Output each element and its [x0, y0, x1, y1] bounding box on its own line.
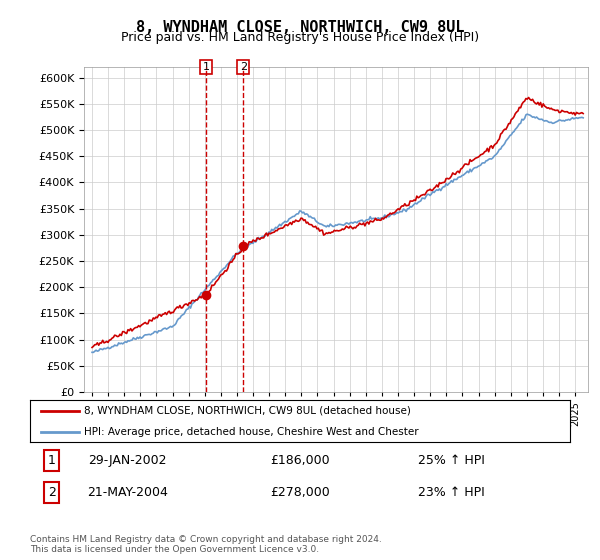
Text: 2: 2 [47, 486, 56, 499]
Text: 23% ↑ HPI: 23% ↑ HPI [418, 486, 485, 499]
Text: £186,000: £186,000 [270, 454, 330, 467]
Text: Contains HM Land Registry data © Crown copyright and database right 2024.
This d: Contains HM Land Registry data © Crown c… [30, 535, 382, 554]
Text: 1: 1 [47, 454, 56, 467]
Text: 25% ↑ HPI: 25% ↑ HPI [418, 454, 485, 467]
Text: 2: 2 [239, 62, 247, 72]
Text: 1: 1 [203, 62, 209, 72]
Text: 21-MAY-2004: 21-MAY-2004 [87, 486, 167, 499]
Text: 29-JAN-2002: 29-JAN-2002 [88, 454, 166, 467]
Text: £278,000: £278,000 [270, 486, 330, 499]
Text: 8, WYNDHAM CLOSE, NORTHWICH, CW9 8UL (detached house): 8, WYNDHAM CLOSE, NORTHWICH, CW9 8UL (de… [84, 406, 411, 416]
Text: HPI: Average price, detached house, Cheshire West and Chester: HPI: Average price, detached house, Ches… [84, 427, 419, 437]
Text: Price paid vs. HM Land Registry's House Price Index (HPI): Price paid vs. HM Land Registry's House … [121, 31, 479, 44]
Text: 8, WYNDHAM CLOSE, NORTHWICH, CW9 8UL: 8, WYNDHAM CLOSE, NORTHWICH, CW9 8UL [136, 20, 464, 35]
